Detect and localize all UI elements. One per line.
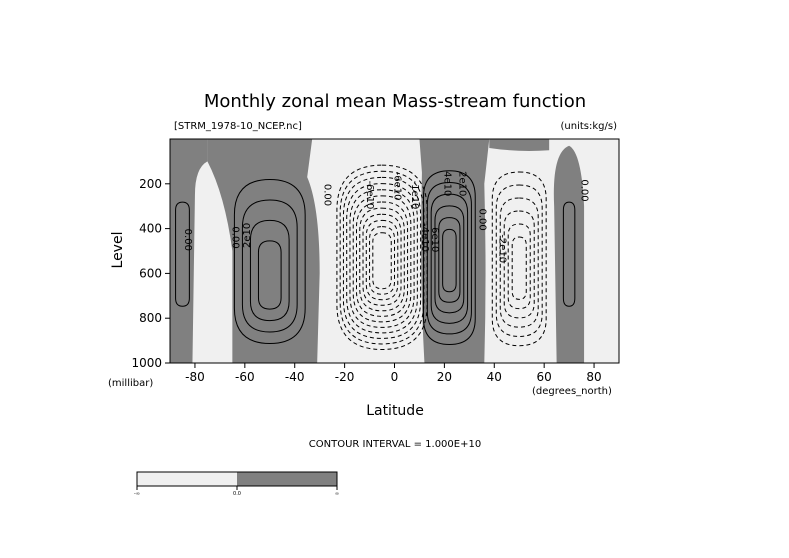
contour-line [352,195,412,323]
contour-line [372,232,392,290]
contours-northern-polar-cell [562,201,576,307]
y-tick-label: 200 [139,177,162,191]
x-tick-label: 0 [391,370,399,384]
contour-label: -4e10 [419,223,430,252]
x-axis-units: (degrees_north) [532,386,612,397]
contour-line [434,205,465,314]
contour-line [339,170,425,345]
contour-line [362,213,402,306]
contour-label: -6e10 [392,172,403,201]
file-label: [STRM_1978-10_NCEP.nc] [174,121,302,132]
contour-line [233,178,306,345]
contour-line [499,197,539,328]
y-tick-label: 400 [139,222,162,236]
contour-line [426,181,472,335]
contour-label: 6e10 [429,227,440,252]
contour-interval-note: CONTOUR INTERVAL = 1.000E+10 [309,439,481,450]
contour-label: 0.00 [322,184,333,206]
contour-line [349,189,415,328]
contour-line [438,217,461,303]
contour-line [423,170,476,345]
contour-line [342,176,422,339]
contour-line [355,201,409,317]
y-axis-label: Level [110,232,126,269]
contour-line [430,193,469,324]
contour-line [495,184,543,337]
y-tick-label: 1000 [131,356,162,370]
contour-label: 0.00 [182,229,193,251]
x-tick-label: 60 [537,370,552,384]
contour-line [257,240,282,310]
contour-line [507,223,531,310]
x-tick-label: -80 [185,370,205,384]
contour-label: -2e10 [496,234,507,263]
y-axis-units: (millibar) [108,378,153,389]
contours-southern-ferrel-cell [233,178,306,345]
colorbar: -∞ 0.0 ∞ [134,471,339,497]
chart-title: Monthly zonal mean Mass-stream function [204,91,586,112]
contours-northern-ferrel-cell [491,171,547,347]
contour-line [369,226,396,295]
x-tick-label: 80 [586,370,601,384]
x-tick-label: 20 [437,370,452,384]
contour-label: 0.00 [476,209,487,231]
contour-line [359,207,405,312]
positive-region-northern-polar-cell [489,139,585,363]
colorbar-label: -∞ [134,491,140,497]
x-tick-label: -20 [335,370,355,384]
contour-label: -6e10 [364,181,375,210]
contour-line [175,201,190,307]
colorbar-label: 0.0 [233,491,241,497]
contour-line [503,210,535,319]
contour-line [562,201,576,307]
x-tick-label: -60 [235,370,255,384]
units-label: (units:kg/s) [561,121,618,132]
contour-label: 0.00 [229,226,240,248]
contour-label: -1e10 [409,181,420,210]
x-tick-label: -40 [285,370,305,384]
contour-line [249,219,290,322]
colorbar-segment [237,472,337,486]
positive-region-southern-polar-cell [170,139,208,363]
contour-line [241,199,298,333]
contour-line [365,219,399,301]
contour-label: 0.00 [579,179,590,201]
colorbar-segment [137,472,237,486]
contour-line [511,236,527,300]
contour-label: 2e10 [242,223,253,248]
contour-label: 4e10 [441,171,452,196]
x-tick-label: 40 [487,370,502,384]
contour-line [346,183,418,334]
contours-northern-hadley-cell [423,170,476,345]
colorbar-label: ∞ [335,491,339,497]
contour-line [491,171,547,347]
positive-region-southern-ferrel-cell [207,139,320,363]
y-tick-label: 600 [139,266,162,280]
contour-field [170,139,619,363]
contour-line [442,228,457,293]
y-tick-label: 800 [139,311,162,325]
x-axis-label: Latitude [366,403,424,419]
contour-label: 2e10 [456,171,467,196]
contours-southern-polar-cell [175,201,190,307]
